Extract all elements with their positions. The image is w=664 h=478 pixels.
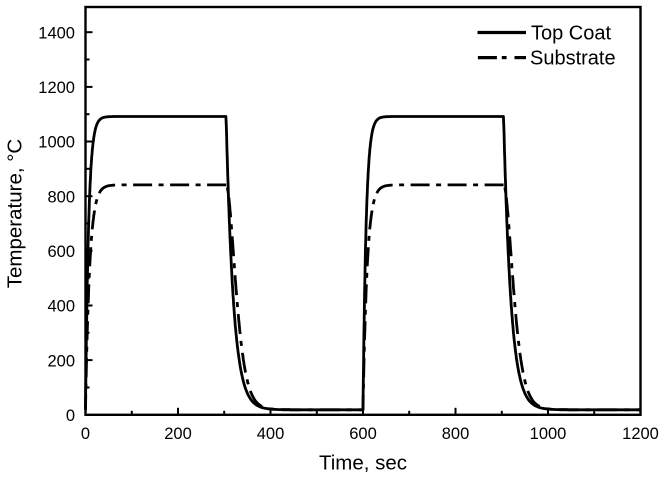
svg-text:0: 0: [66, 407, 75, 425]
svg-text:600: 600: [349, 425, 377, 443]
svg-text:1200: 1200: [622, 425, 659, 443]
svg-text:1200: 1200: [38, 79, 75, 97]
svg-text:200: 200: [47, 352, 75, 370]
svg-text:0: 0: [81, 425, 90, 443]
svg-text:Substrate: Substrate: [530, 48, 616, 70]
svg-text:600: 600: [47, 243, 75, 261]
svg-text:400: 400: [257, 425, 285, 443]
svg-text:Top Coat: Top Coat: [531, 23, 611, 45]
svg-text:200: 200: [164, 425, 192, 443]
svg-text:800: 800: [442, 425, 470, 443]
svg-text:1000: 1000: [530, 425, 567, 443]
svg-text:1000: 1000: [38, 134, 75, 152]
svg-text:800: 800: [47, 188, 75, 206]
svg-text:1400: 1400: [38, 24, 75, 42]
svg-text:Time, sec: Time, sec: [319, 452, 407, 475]
svg-text:Temperature, °C: Temperature, °C: [4, 139, 27, 289]
svg-text:400: 400: [47, 298, 75, 316]
